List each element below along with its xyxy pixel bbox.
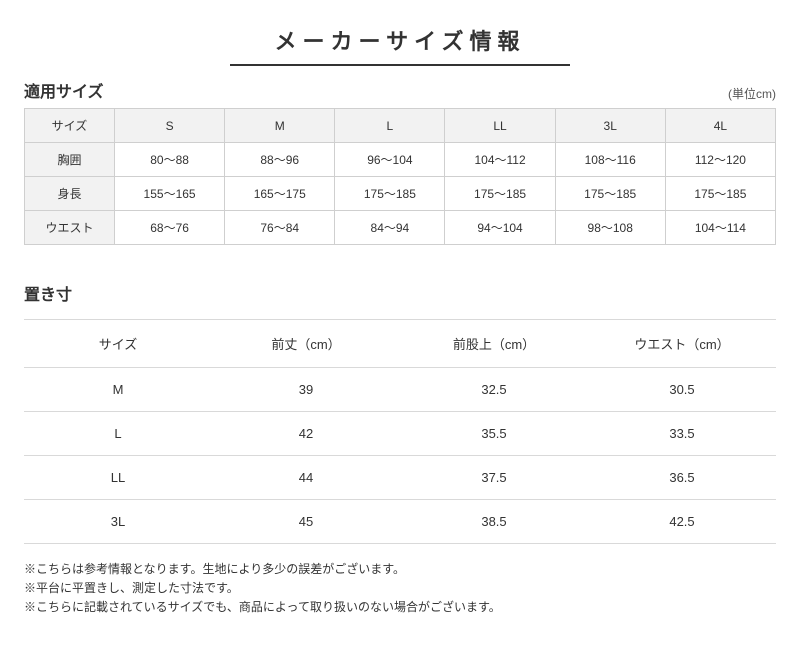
table1-row-label: 胸囲: [25, 143, 115, 177]
table1-cell: 155～165: [115, 177, 225, 211]
table1-cell: 175～185: [555, 177, 665, 211]
section1-header: 適用サイズ (単位cm): [24, 78, 776, 102]
table1-col-h: S: [115, 109, 225, 143]
table2-col-h: 前股上（cm）: [400, 320, 588, 368]
table1-cell: 98～108: [555, 211, 665, 245]
table1-cell: 175～185: [665, 177, 775, 211]
flat-measurement-table: サイズ 前丈（cm） 前股上（cm） ウエスト（cm） M 39 32.5 30…: [24, 319, 776, 544]
table1-cell: 112～120: [665, 143, 775, 177]
table2-cell: 32.5: [400, 368, 588, 412]
table1-col-h: LL: [445, 109, 555, 143]
table1-cell: 108～116: [555, 143, 665, 177]
table1-col-h: 3L: [555, 109, 665, 143]
table1-cell: 76～84: [225, 211, 335, 245]
table-row: 3L 45 38.5 42.5: [24, 500, 776, 544]
table2-cell: L: [24, 412, 212, 456]
section2-title: 置き寸: [24, 281, 776, 305]
table1-cell: 80～88: [115, 143, 225, 177]
table1-cell: 175～185: [445, 177, 555, 211]
section1-title: 適用サイズ: [24, 78, 104, 102]
table1-col-h: M: [225, 109, 335, 143]
table1-col-h: L: [335, 109, 445, 143]
table1-cell: 104～114: [665, 211, 775, 245]
table2-cell: 3L: [24, 500, 212, 544]
unit-label: (単位cm): [728, 85, 776, 102]
note-line: ※平台に平置きし、測定した寸法です。: [24, 579, 776, 598]
note-line: ※こちらに記載されているサイズでも、商品によって取り扱いのない場合がございます。: [24, 598, 776, 617]
table2-col-h: サイズ: [24, 320, 212, 368]
table1-corner: サイズ: [25, 109, 115, 143]
table1-row-label: 身長: [25, 177, 115, 211]
table2-cell: 35.5: [400, 412, 588, 456]
table2-cell: 42: [212, 412, 400, 456]
table-row: M 39 32.5 30.5: [24, 368, 776, 412]
table1-cell: 88～96: [225, 143, 335, 177]
table2-col-h: ウエスト（cm）: [588, 320, 776, 368]
table2-cell: 38.5: [400, 500, 588, 544]
table2-cell: M: [24, 368, 212, 412]
table2-cell: LL: [24, 456, 212, 500]
notes-block: ※こちらは参考情報となります。生地により多少の誤差がございます。 ※平台に平置き…: [24, 560, 776, 618]
table1-col-h: 4L: [665, 109, 775, 143]
table2-cell: 42.5: [588, 500, 776, 544]
table2-cell: 45: [212, 500, 400, 544]
table2-cell: 36.5: [588, 456, 776, 500]
table2-cell: 44: [212, 456, 400, 500]
table2-col-h: 前丈（cm）: [212, 320, 400, 368]
table1-cell: 68～76: [115, 211, 225, 245]
table1-row-label: ウエスト: [25, 211, 115, 245]
table-row: 胸囲 80～88 88～96 96～104 104～112 108～116 11…: [25, 143, 776, 177]
table1-cell: 96～104: [335, 143, 445, 177]
applicable-size-table: サイズ S M L LL 3L 4L 胸囲 80～88 88～96 96～104…: [24, 108, 776, 245]
table-row: LL 44 37.5 36.5: [24, 456, 776, 500]
table1-cell: 104～112: [445, 143, 555, 177]
table1-cell: 165～175: [225, 177, 335, 211]
table1-cell: 175～185: [335, 177, 445, 211]
table1-cell: 84～94: [335, 211, 445, 245]
table-row: 身長 155～165 165～175 175～185 175～185 175～1…: [25, 177, 776, 211]
table-row: L 42 35.5 33.5: [24, 412, 776, 456]
page-title: メーカーサイズ情報: [230, 24, 570, 66]
note-line: ※こちらは参考情報となります。生地により多少の誤差がございます。: [24, 560, 776, 579]
table2-cell: 30.5: [588, 368, 776, 412]
table1-cell: 94～104: [445, 211, 555, 245]
table2-cell: 37.5: [400, 456, 588, 500]
table2-cell: 39: [212, 368, 400, 412]
table-row: ウエスト 68～76 76～84 84～94 94～104 98～108 104…: [25, 211, 776, 245]
table2-cell: 33.5: [588, 412, 776, 456]
